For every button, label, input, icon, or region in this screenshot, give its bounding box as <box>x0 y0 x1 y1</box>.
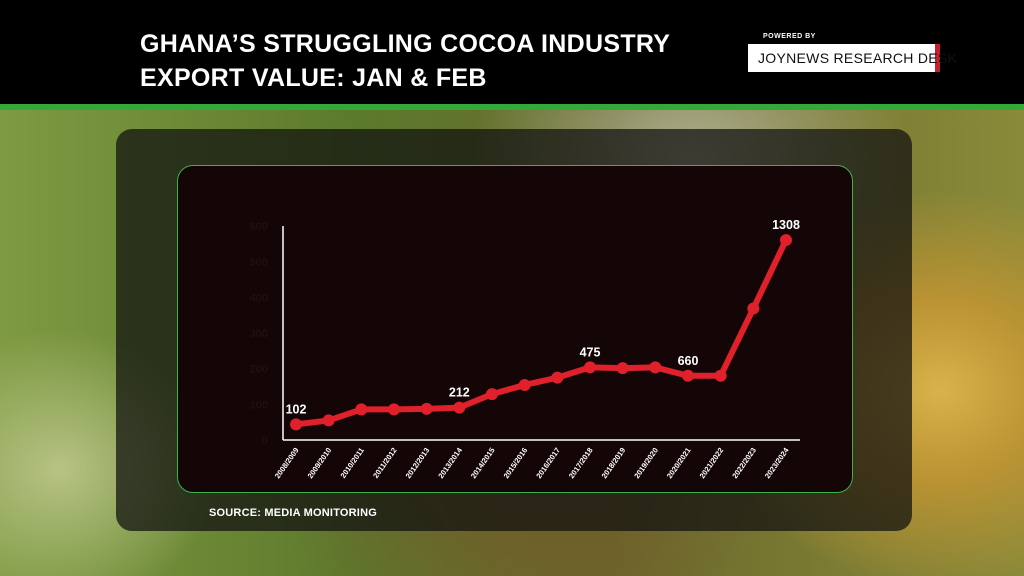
x-tick-label: 2010/2011 <box>338 446 365 480</box>
data-point <box>649 361 662 374</box>
data-point <box>453 401 466 414</box>
x-tick-label: 2023/2024 <box>763 445 791 480</box>
x-tick-label: 2019/2020 <box>632 446 660 480</box>
data-point <box>616 362 629 375</box>
y-tick-label: 400 <box>250 292 268 304</box>
data-point <box>420 402 433 415</box>
data-point <box>355 403 368 416</box>
y-tick-label: 200 <box>250 364 268 376</box>
brand-label: JOYNEWS RESEARCH DESK <box>758 50 958 66</box>
x-tick-label: 2017/2018 <box>567 446 595 480</box>
data-point <box>388 403 400 416</box>
data-label: 660 <box>678 354 699 368</box>
data-point <box>584 361 596 374</box>
series-line <box>293 237 789 428</box>
data-point <box>747 302 760 315</box>
y-tick-label: 100 <box>250 399 268 411</box>
x-tick-label: 2020/2021 <box>665 446 693 480</box>
page-title: GHANA’S STRUGGLING COCOA INDUSTRY <box>140 30 671 58</box>
brand-badge: JOYNEWS RESEARCH DESK <box>748 44 957 72</box>
y-tick-label: 300 <box>250 328 268 340</box>
y-tick-label: 600 <box>250 221 268 233</box>
data-point <box>682 369 694 382</box>
y-tick-label: 500 <box>250 257 268 269</box>
x-tick-label: 2009/2010 <box>306 446 334 480</box>
powered-by-label: POWERED BY <box>763 33 816 40</box>
data-point <box>551 371 564 384</box>
x-tick-label: 2016/2017 <box>534 446 562 480</box>
x-tick-label: 2014/2015 <box>469 446 497 480</box>
x-tick-label: 2011/2012 <box>371 446 398 480</box>
data-point <box>290 418 302 431</box>
x-tick-label: 2008/2009 <box>273 446 301 480</box>
data-point <box>486 388 498 401</box>
data-label: 475 <box>580 345 601 359</box>
data-point <box>780 234 792 247</box>
page-subtitle: EXPORT VALUE: JAN & FEB <box>140 64 487 92</box>
data-point <box>322 414 335 427</box>
header-divider <box>0 104 1024 110</box>
x-tick-label: 2022/2023 <box>730 446 758 480</box>
y-tick-label: 0 <box>262 435 268 447</box>
data-label: 102 <box>286 402 307 416</box>
x-tick-label: 2021/2022 <box>698 446 726 480</box>
x-tick-label: 2012/2013 <box>404 446 432 480</box>
x-tick-label: 2015/2016 <box>502 446 530 480</box>
source-note: SOURCE: MEDIA MONITORING <box>209 507 377 519</box>
data-point <box>518 378 531 391</box>
x-tick-label: 2018/2019 <box>600 446 628 480</box>
data-label: 1308 <box>772 218 800 232</box>
data-point <box>714 369 727 382</box>
x-tick-label: 2013/2014 <box>436 445 464 480</box>
data-label: 212 <box>449 386 470 400</box>
